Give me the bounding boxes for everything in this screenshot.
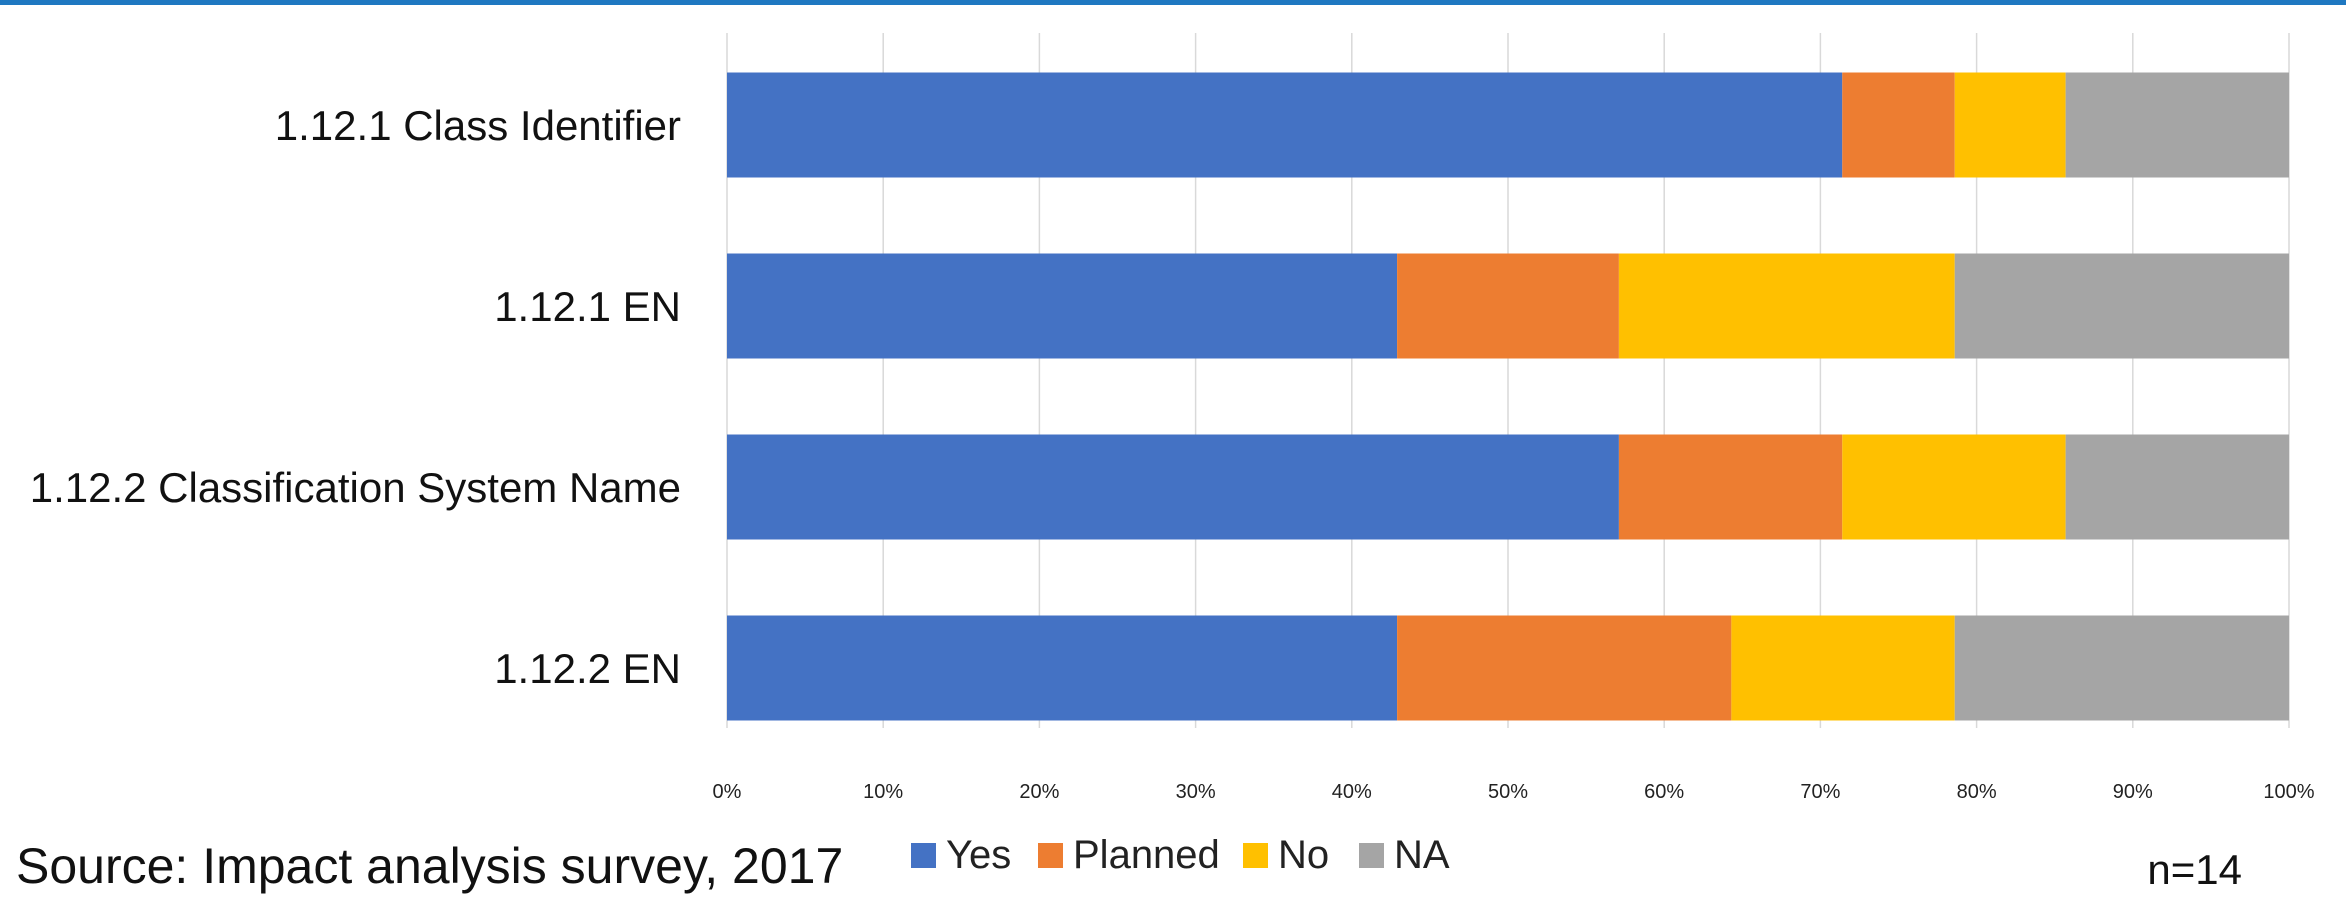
legend-label-na: NA <box>1394 833 1450 877</box>
legend-swatch-na <box>1359 843 1384 868</box>
bar-segment-no <box>1954 72 2066 178</box>
x-tick-label: 40% <box>1332 781 1372 803</box>
bar-segment-no <box>1618 253 1955 359</box>
bar-segment-yes <box>727 72 1843 178</box>
x-tick-label: 80% <box>1957 781 1997 803</box>
bar-segment-yes <box>727 253 1398 359</box>
bar-segment-no <box>1731 615 1955 721</box>
bar-segment-na <box>1954 253 2289 359</box>
bar-segment-no <box>1842 434 2066 540</box>
legend: Yes Planned No NA <box>911 833 1450 877</box>
bar-segment-na <box>1954 615 2289 721</box>
category-label: 1.12.2 Classification System Name <box>30 464 681 511</box>
bar-segment-yes <box>727 615 1398 721</box>
legend-label-yes: Yes <box>946 833 1011 877</box>
x-tick-label: 0% <box>713 781 742 803</box>
legend-swatch-yes <box>911 843 936 868</box>
x-tick-label: 60% <box>1644 781 1684 803</box>
category-label: 1.12.2 EN <box>494 645 681 692</box>
bar-segment-planned <box>1397 253 1619 359</box>
x-tick-label: 100% <box>2263 781 2314 803</box>
bar-segment-na <box>2065 434 2289 540</box>
top-accent-rule <box>0 0 2346 5</box>
x-tick-label: 30% <box>1176 781 1216 803</box>
bar-segment-na <box>2065 72 2289 178</box>
legend-label-no: No <box>1278 833 1329 877</box>
category-label: 1.12.1 Class Identifier <box>275 102 681 149</box>
legend-label-planned: Planned <box>1073 833 1220 877</box>
x-tick-label: 90% <box>2113 781 2153 803</box>
source-note: Source: Impact analysis survey, 2017 <box>16 838 843 894</box>
sample-size-note: n=14 <box>2147 846 2242 893</box>
x-tick-label: 10% <box>863 781 903 803</box>
x-tick-label: 20% <box>1019 781 1059 803</box>
legend-swatch-planned <box>1038 843 1063 868</box>
bar-segment-planned <box>1618 434 1843 540</box>
x-tick-label: 70% <box>1800 781 1840 803</box>
x-axis-ticks: 0% 10% 20% 30% 40% 50% 60% 70% 80% 90% 100% <box>713 781 2315 803</box>
x-tick-label: 50% <box>1488 781 1528 803</box>
bar-segment-planned <box>1842 72 1955 178</box>
bars <box>727 72 2289 721</box>
legend-swatch-no <box>1243 843 1268 868</box>
category-labels: 1.12.1 Class Identifier 1.12.1 EN 1.12.2 C… <box>30 102 681 692</box>
bar-segment-planned <box>1397 615 1732 721</box>
category-label: 1.12.1 EN <box>494 283 681 330</box>
bar-segment-yes <box>727 434 1619 540</box>
